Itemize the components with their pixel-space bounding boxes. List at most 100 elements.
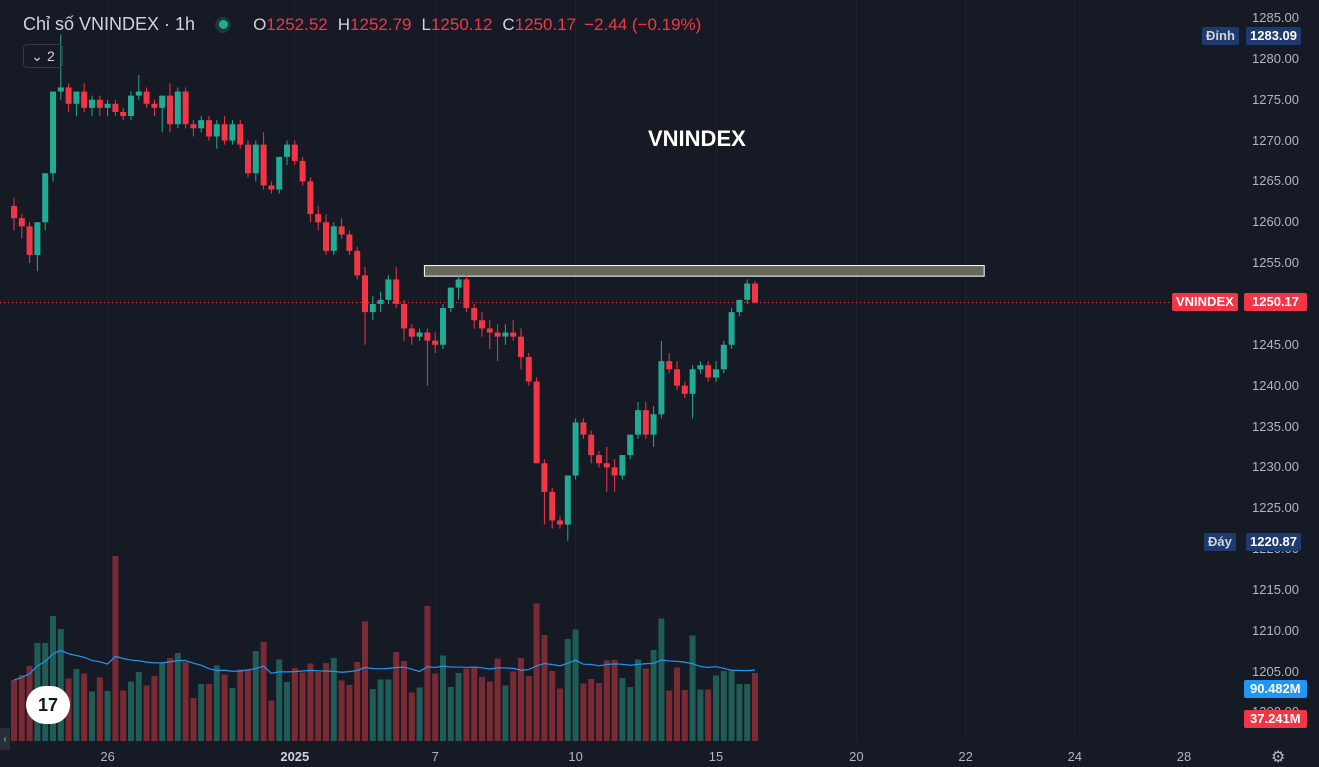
candle-body: [627, 434, 634, 456]
candle-body: [416, 332, 423, 337]
candle-body: [720, 344, 727, 370]
candle-body: [471, 308, 478, 321]
candle-body: [65, 87, 72, 104]
volume-last-tag: 37.241M: [1244, 710, 1307, 728]
volume-bar: [252, 651, 259, 741]
candle-body: [362, 275, 368, 313]
candle-body: [619, 455, 626, 476]
time-tick-label: 22: [958, 749, 973, 764]
volume-bar: [666, 690, 673, 741]
candle-body: [18, 218, 25, 227]
candle-body: [580, 422, 587, 435]
candle-body: [81, 91, 88, 108]
candle-body: [237, 124, 244, 145]
price-tick-label: 1270.00: [1252, 132, 1299, 148]
candle-body: [11, 205, 17, 219]
candle-body: [307, 181, 314, 215]
candle-body: [510, 332, 517, 337]
candle-body: [697, 365, 704, 370]
price-tick-label: 1275.00: [1252, 91, 1299, 107]
gear-icon[interactable]: ⚙: [1271, 749, 1286, 766]
volume-bar: [276, 659, 283, 741]
volume-bar: [338, 680, 345, 741]
candle-body: [455, 279, 462, 288]
candle-body: [346, 234, 353, 251]
volume-bar: [518, 658, 524, 741]
candle-body: [143, 91, 150, 104]
volume-bar: [393, 652, 400, 741]
candle-body: [73, 91, 80, 104]
candle-body: [502, 332, 509, 337]
candle-body: [479, 320, 485, 329]
candle-body: [642, 410, 649, 435]
candle-body: [50, 91, 56, 174]
tradingview-logo-icon[interactable]: 17: [26, 686, 70, 724]
volume-bar: [190, 698, 197, 741]
candle-body: [385, 279, 392, 300]
volume-bar: [572, 629, 579, 741]
candle-body: [120, 111, 127, 117]
volume-bar: [135, 672, 142, 741]
candle-body: [408, 328, 415, 337]
volume-bar: [18, 675, 25, 741]
candle-body: [525, 357, 532, 382]
collapse-indicators-button[interactable]: ⌄ 2: [23, 44, 63, 68]
volume-bar: [120, 690, 127, 741]
candle-body: [713, 369, 719, 378]
volume-bar: [408, 692, 415, 741]
candle-body: [284, 144, 290, 157]
volume-bar: [291, 668, 298, 741]
candle-body: [330, 226, 337, 251]
candle-body: [611, 467, 618, 476]
chart-annotation-text[interactable]: VNINDEX: [648, 126, 746, 151]
candle-body: [681, 385, 688, 394]
chevron-left-icon[interactable]: ‹: [0, 728, 10, 750]
low-value: 1250.12: [430, 14, 493, 34]
volume-ma-tag: 90.482M: [1244, 680, 1307, 698]
time-tick-label: 10: [568, 749, 583, 764]
candle-body: [26, 226, 33, 255]
candle-body: [354, 250, 361, 276]
volume-bar: [330, 658, 337, 741]
volume-bar: [533, 603, 540, 741]
volume-bar: [73, 669, 80, 741]
candle-body: [674, 369, 680, 386]
price-tick-label: 1255.00: [1252, 255, 1299, 271]
volume-bar: [377, 679, 384, 741]
candle-body: [666, 361, 673, 370]
time-tick-label: 2025: [280, 749, 310, 764]
candle-body: [221, 124, 228, 141]
volume-bar: [744, 684, 751, 741]
candle-body: [190, 124, 197, 129]
time-tick-label: 28: [1176, 749, 1192, 764]
volume-bar: [720, 671, 727, 741]
volume-bar: [299, 672, 306, 741]
close-key: C: [502, 14, 515, 34]
candle-body: [752, 283, 758, 303]
volume-bar: [471, 668, 478, 741]
candle-body: [112, 103, 119, 112]
volume-ma-line: [13, 649, 756, 681]
time-tick-label: 7: [431, 749, 439, 764]
volume-bar: [658, 618, 665, 741]
volume-bar: [455, 673, 462, 741]
volume-bar: [159, 662, 166, 741]
change-value: −2.44 (−0.19%): [584, 14, 702, 34]
volume-bar: [268, 700, 275, 741]
candle-body: [96, 99, 103, 108]
volume-bar: [681, 690, 688, 741]
candle-body: [518, 336, 524, 358]
volume-bar: [557, 688, 563, 741]
open-key: O: [253, 14, 267, 34]
volume-bar: [245, 669, 251, 741]
volume-bar: [362, 621, 368, 741]
candle-body: [533, 381, 540, 464]
price-tick-label: 1235.00: [1252, 418, 1299, 434]
price-tick-label: 1240.00: [1252, 377, 1299, 393]
high-value: 1252.79: [350, 14, 412, 34]
volume-bar: [580, 683, 587, 741]
volume-bar: [198, 684, 205, 741]
candle-body: [447, 287, 454, 309]
symbol-title[interactable]: Chỉ số VNINDEX · 1h: [23, 14, 196, 34]
